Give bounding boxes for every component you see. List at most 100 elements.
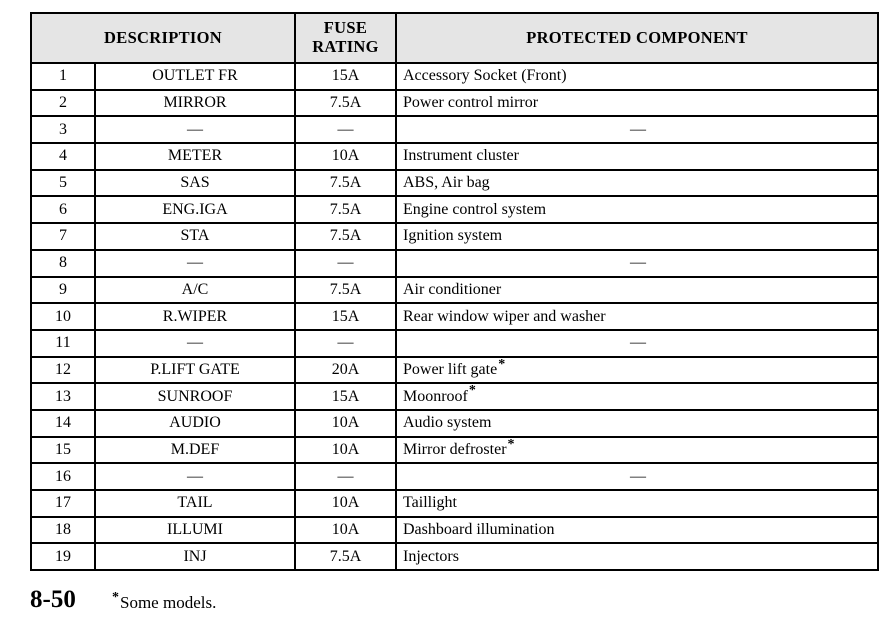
table-row: 8— — — — [30, 248, 879, 278]
fuse-description-cell: ENG.IGA — [94, 195, 296, 225]
protected-component-cell: Mirror defroster* — [395, 435, 879, 465]
fuse-number-cell: 12 — [30, 355, 96, 385]
protected-component-cell: Ignition system — [395, 222, 879, 251]
fuse-description-cell: AUDIO — [94, 408, 296, 438]
table-row: 10 R.WIPER 15A Rear window wiper and washer — [30, 302, 879, 331]
fuse-description-cell: A/C — [94, 275, 296, 305]
fuse-description-cell: — — [94, 328, 296, 358]
fuse-number-cell: 7 — [30, 222, 96, 251]
header-description: DESCRIPTION — [30, 12, 296, 64]
protected-component-cell: Accessory Socket (Front) — [395, 62, 879, 91]
asterisk-marker: * — [112, 590, 119, 606]
fuse-rating-cell: 7.5A — [294, 542, 397, 572]
fuse-number-cell: 5 — [30, 168, 96, 198]
table-row: 9 A/C 7.5A Air conditioner — [30, 275, 879, 305]
protected-component-cell: — — [395, 115, 879, 145]
fuse-rating-cell: — — [294, 115, 397, 145]
protected-component-cell: Audio system — [395, 408, 879, 438]
protected-component-cell: Rear window wiper and washer — [395, 302, 879, 331]
fuse-number-cell: 3 — [30, 115, 96, 145]
fuse-rating-cell: 7.5A — [294, 195, 397, 225]
protected-component-cell: ABS, Air bag — [395, 168, 879, 198]
fuse-rating-cell: — — [294, 328, 397, 358]
table-row: 6 ENG.IGA 7.5A Engine control system — [30, 195, 879, 225]
protected-component-cell: — — [395, 462, 879, 491]
table-row: 18 ILLUMI 10A Dashboard illumination — [30, 515, 879, 545]
footnote-text: Some models. — [120, 593, 217, 612]
fuse-description-cell: OUTLET FR — [94, 62, 296, 91]
fuse-number-cell: 6 — [30, 195, 96, 225]
page-number: 8-50 — [30, 586, 76, 613]
footnote: *Some models. — [112, 590, 217, 613]
fuse-rating-cell: 7.5A — [294, 168, 397, 198]
fuse-description-cell: MIRROR — [94, 88, 296, 118]
table-row: 11— — — — [30, 328, 879, 358]
fuse-description-cell: M.DEF — [94, 435, 296, 465]
table-row: 1 OUTLET FR 15A Accessory Socket (Front) — [30, 62, 879, 91]
fuse-description-cell: STA — [94, 222, 296, 251]
fuse-description-cell: TAIL — [94, 489, 296, 518]
fuse-rating-cell: 7.5A — [294, 222, 397, 251]
protected-component-cell: Moonroof* — [395, 382, 879, 411]
fuse-table: DESCRIPTION FUSE RATING PROTECTED COMPON… — [30, 12, 879, 572]
table-header-row: DESCRIPTION FUSE RATING PROTECTED COMPON… — [30, 12, 879, 64]
asterisk-marker: * — [468, 383, 476, 399]
fuse-number-cell: 19 — [30, 542, 96, 572]
fuse-number-cell: 2 — [30, 88, 96, 118]
fuse-description-cell: SUNROOF — [94, 382, 296, 411]
protected-component-cell: Injectors — [395, 542, 879, 572]
fuse-number-cell: 10 — [30, 302, 96, 331]
fuse-description-cell: METER — [94, 142, 296, 171]
fuse-rating-cell: 10A — [294, 435, 397, 465]
fuse-number-cell: 4 — [30, 142, 96, 171]
fuse-number-cell: 13 — [30, 382, 96, 411]
fuse-description-cell: INJ — [94, 542, 296, 572]
protected-component-cell: Taillight — [395, 489, 879, 518]
fuse-rating-cell: 7.5A — [294, 275, 397, 305]
table-row: 7 STA 7.5A Ignition system — [30, 222, 879, 251]
protected-component-cell: Instrument cluster — [395, 142, 879, 171]
fuse-number-cell: 11 — [30, 328, 96, 358]
protected-component-cell: Power lift gate* — [395, 355, 879, 385]
fuse-number-cell: 17 — [30, 489, 96, 518]
fuse-description-cell: ILLUMI — [94, 515, 296, 545]
fuse-rating-cell: 15A — [294, 302, 397, 331]
asterisk-marker: * — [498, 356, 506, 372]
fuse-description-cell: P.LIFT GATE — [94, 355, 296, 385]
fuse-rating-cell: 15A — [294, 382, 397, 411]
fuse-number-cell: 15 — [30, 435, 96, 465]
fuse-rating-cell: — — [294, 248, 397, 278]
table-row: 16— — — — [30, 462, 879, 491]
fuse-number-cell: 8 — [30, 248, 96, 278]
table-row: 19 INJ 7.5A Injectors — [30, 542, 879, 572]
fuse-number-cell: 1 — [30, 62, 96, 91]
asterisk-marker: * — [507, 436, 515, 452]
table-row: 4 METER 10A Instrument cluster — [30, 142, 879, 171]
fuse-description-cell: — — [94, 115, 296, 145]
table-row: 12 P.LIFT GATE 20A Power lift gate* — [30, 355, 879, 385]
fuse-description-cell: — — [94, 462, 296, 491]
fuse-description-cell: R.WIPER — [94, 302, 296, 331]
table-row: 14 AUDIO 10A Audio system — [30, 408, 879, 438]
fuse-number-cell: 14 — [30, 408, 96, 438]
protected-component-cell: Dashboard illumination — [395, 515, 879, 545]
protected-component-cell: Power control mirror — [395, 88, 879, 118]
fuse-rating-cell: — — [294, 462, 397, 491]
fuse-number-cell: 9 — [30, 275, 96, 305]
protected-component-cell: Air conditioner — [395, 275, 879, 305]
table-row: 2 MIRROR 7.5A Power control mirror — [30, 88, 879, 118]
fuse-rating-cell: 10A — [294, 408, 397, 438]
protected-component-cell: Engine control system — [395, 195, 879, 225]
table-row: 5 SAS 7.5A ABS, Air bag — [30, 168, 879, 198]
fuse-description-cell: — — [94, 248, 296, 278]
fuse-rating-cell: 10A — [294, 515, 397, 545]
fuse-description-cell: SAS — [94, 168, 296, 198]
fuse-rating-cell: 10A — [294, 142, 397, 171]
protected-component-cell: — — [395, 248, 879, 278]
table-row: 13 SUNROOF 15A Moonroof* — [30, 382, 879, 411]
protected-component-cell: — — [395, 328, 879, 358]
header-fuse-rating: FUSE RATING — [294, 12, 397, 64]
fuse-rating-cell: 7.5A — [294, 88, 397, 118]
table-row: 15 M.DEF 10A Mirror defroster* — [30, 435, 879, 465]
